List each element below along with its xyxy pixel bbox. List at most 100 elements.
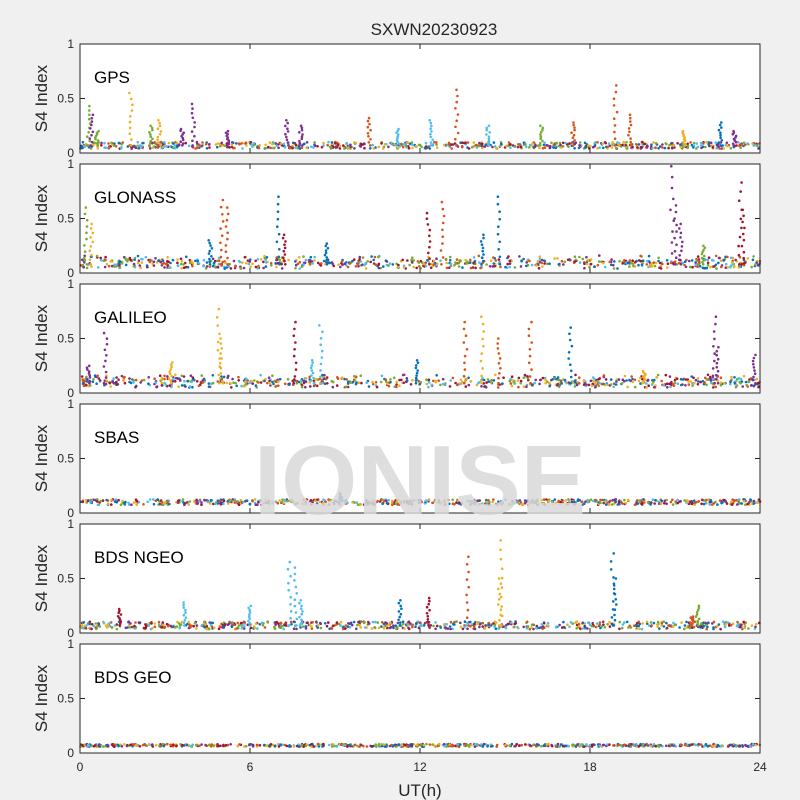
spike-point bbox=[612, 552, 615, 555]
baseline-point bbox=[139, 381, 142, 384]
baseline-point bbox=[379, 380, 383, 384]
baseline-point bbox=[216, 142, 220, 145]
baseline-point bbox=[623, 743, 626, 746]
baseline-point bbox=[302, 498, 305, 502]
spike-point bbox=[482, 330, 486, 333]
spike-point bbox=[220, 248, 223, 252]
baseline-point bbox=[197, 262, 200, 265]
baseline-point bbox=[717, 256, 721, 260]
spike-point bbox=[130, 109, 134, 112]
baseline-point bbox=[665, 502, 668, 506]
baseline-point bbox=[214, 502, 217, 506]
baseline-point bbox=[397, 743, 401, 746]
baseline-point bbox=[391, 263, 395, 266]
baseline-point bbox=[720, 265, 723, 269]
baseline-point bbox=[481, 146, 484, 150]
baseline-point bbox=[130, 503, 133, 507]
baseline-point bbox=[455, 620, 458, 623]
spike-point bbox=[679, 263, 683, 266]
baseline-point bbox=[430, 383, 434, 387]
baseline-point bbox=[540, 261, 543, 265]
spike-point bbox=[629, 137, 632, 140]
baseline-point bbox=[88, 384, 92, 387]
baseline-point bbox=[742, 374, 746, 378]
baseline-point bbox=[272, 146, 276, 150]
spike-point bbox=[182, 613, 186, 617]
baseline-point bbox=[757, 147, 760, 150]
spike-point bbox=[208, 257, 211, 261]
baseline-point bbox=[212, 626, 216, 629]
spike-point bbox=[149, 135, 152, 138]
baseline-point bbox=[509, 382, 513, 385]
baseline-point bbox=[650, 624, 653, 627]
baseline-point bbox=[154, 381, 158, 385]
baseline-point bbox=[212, 744, 215, 748]
baseline-point bbox=[589, 379, 593, 383]
spike-point bbox=[293, 327, 296, 331]
baseline-point bbox=[194, 259, 197, 263]
baseline-point bbox=[229, 743, 232, 746]
baseline-point bbox=[411, 623, 415, 627]
baseline-point bbox=[504, 498, 507, 502]
spike-point bbox=[479, 359, 483, 363]
baseline-point bbox=[293, 620, 296, 624]
baseline-point bbox=[219, 503, 223, 506]
baseline-point bbox=[757, 385, 760, 389]
baseline-point bbox=[541, 376, 545, 380]
baseline-point bbox=[176, 264, 180, 268]
baseline-point bbox=[650, 383, 654, 386]
baseline-point bbox=[118, 266, 122, 269]
baseline-point bbox=[322, 259, 326, 263]
spike-point bbox=[184, 616, 188, 619]
baseline-point bbox=[360, 381, 363, 385]
baseline-point bbox=[103, 379, 107, 383]
baseline-point bbox=[566, 623, 569, 626]
baseline-point bbox=[607, 142, 611, 145]
baseline-point bbox=[684, 378, 688, 381]
spike-point bbox=[287, 588, 291, 592]
baseline-point bbox=[669, 382, 672, 385]
baseline-point bbox=[594, 385, 597, 389]
baseline-point bbox=[628, 265, 631, 268]
baseline-point bbox=[488, 500, 491, 504]
spike-point bbox=[672, 197, 675, 201]
baseline-point bbox=[313, 383, 317, 387]
baseline-point bbox=[508, 262, 512, 265]
baseline-point bbox=[282, 142, 286, 146]
baseline-point bbox=[491, 500, 495, 504]
spike-point bbox=[248, 621, 252, 625]
spike-point bbox=[739, 217, 743, 221]
spike-point bbox=[321, 330, 324, 334]
baseline-point bbox=[142, 141, 145, 145]
baseline-point bbox=[339, 620, 343, 624]
baseline-point bbox=[520, 743, 523, 747]
spike-point bbox=[103, 348, 107, 352]
baseline-point bbox=[556, 742, 560, 746]
baseline-point bbox=[268, 379, 271, 383]
baseline-point bbox=[734, 379, 738, 383]
baseline-point bbox=[109, 260, 113, 263]
baseline-point bbox=[686, 500, 690, 504]
baseline-point bbox=[274, 623, 278, 626]
baseline-point bbox=[268, 141, 272, 144]
baseline-point bbox=[693, 503, 696, 507]
spike-point bbox=[499, 548, 502, 552]
spike-point bbox=[613, 608, 617, 611]
baseline-point bbox=[734, 385, 738, 389]
spike-point bbox=[425, 217, 429, 220]
baseline-point bbox=[459, 625, 463, 629]
baseline-point bbox=[392, 376, 396, 380]
baseline-point bbox=[534, 378, 537, 382]
spike-point bbox=[527, 334, 531, 338]
baseline-point bbox=[245, 377, 248, 381]
baseline-point bbox=[195, 627, 198, 630]
baseline-point bbox=[327, 503, 331, 506]
spike-point bbox=[497, 337, 500, 340]
baseline-point bbox=[457, 265, 461, 268]
spike-point bbox=[569, 363, 572, 367]
baseline-point bbox=[106, 502, 110, 506]
spike-point bbox=[300, 612, 304, 616]
spike-point bbox=[312, 381, 316, 385]
spike-point bbox=[323, 253, 327, 257]
baseline-point bbox=[273, 626, 276, 629]
